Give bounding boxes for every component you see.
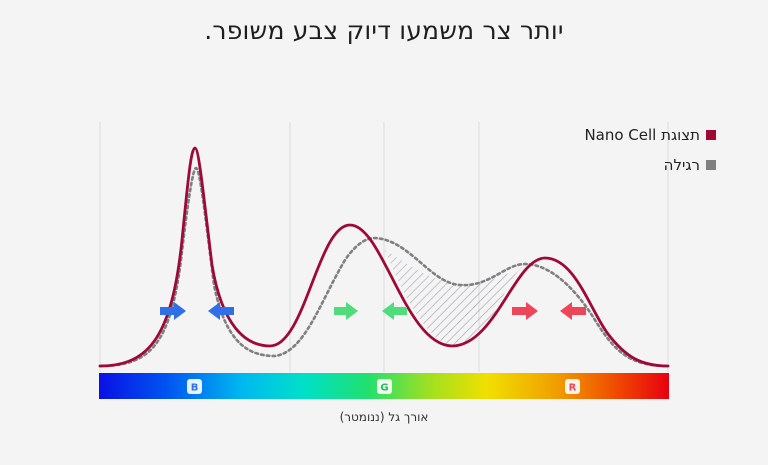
legend-item-nano-cell: תצוגת Nano Cell — [584, 120, 716, 150]
band-label-b: B — [191, 383, 199, 394]
green-arrow-left — [382, 302, 407, 320]
blue-arrow-left — [208, 302, 234, 320]
band-badge-b: B — [187, 379, 202, 394]
blue-arrow-right — [160, 302, 186, 320]
red-arrow-left — [560, 302, 586, 320]
red-arrow-right — [512, 302, 538, 320]
grid-lines — [99, 122, 669, 372]
band-badge-r: R — [565, 379, 580, 394]
chart-title: יותר צר משמעו דיוק צבע משופר. — [204, 16, 564, 45]
regular-display-series-line — [98, 166, 670, 368]
band-label-g: G — [380, 383, 388, 394]
band-badge-g: G — [377, 379, 392, 394]
legend-swatch-nano-cell — [706, 130, 716, 140]
improvement-hatch-area — [385, 250, 524, 346]
nano-cell-series-line — [98, 146, 670, 368]
legend-item-regular: רגילה — [584, 150, 716, 180]
green-arrow-right — [334, 302, 358, 320]
x-axis-label: אורך גל (ננומטר) — [339, 410, 429, 424]
legend-label-regular: רגילה — [663, 156, 700, 174]
legend-label-nano-cell: תצוגת Nano Cell — [584, 126, 700, 144]
band-label-r: R — [569, 383, 577, 394]
chart-legend: תצוגת Nano Cell רגילה — [584, 120, 716, 180]
peak-shift-arrows — [160, 302, 586, 320]
legend-swatch-regular — [706, 160, 716, 170]
